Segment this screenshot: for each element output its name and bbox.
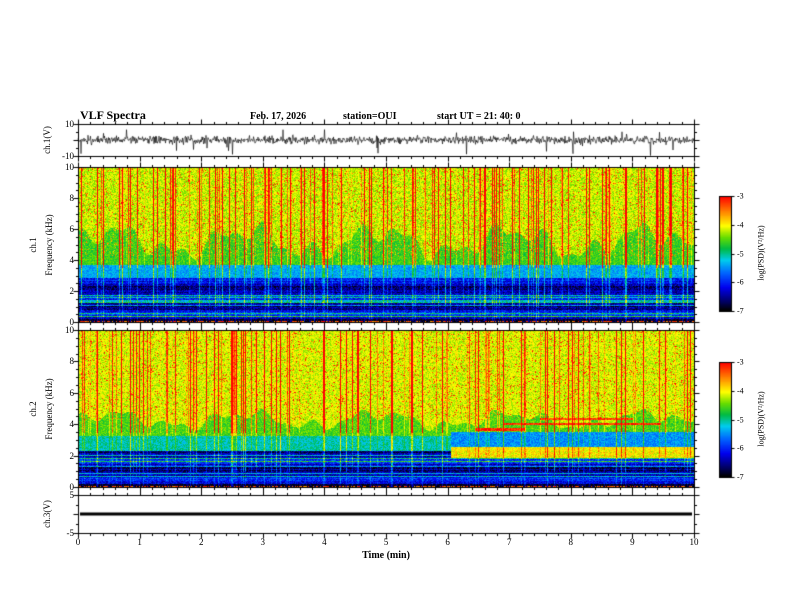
plot-date: Feb. 17, 2026: [250, 111, 307, 122]
x-tick-label: 9: [630, 537, 635, 547]
ch1-voltage-axis-label: ch.1(V): [42, 126, 52, 154]
ch2-frequency-axis-label: Frequency (kHz): [44, 378, 54, 440]
time-axis-label: Time (min): [362, 550, 410, 561]
colorbar-tick-label: -3: [737, 357, 744, 367]
frequency-tick-label: 10: [65, 325, 74, 335]
x-tick-label: 5: [383, 537, 389, 547]
ch1-channel-label: ch.1: [28, 237, 38, 253]
colorbar-tick-label: -3: [737, 191, 744, 201]
x-tick-label: 10: [689, 537, 699, 547]
x-tick-label: 8: [568, 537, 574, 547]
plot-station: station=OUI: [343, 111, 397, 122]
frequency-tick-label: 4: [69, 419, 75, 430]
ch1-voltage-tick-label: 10: [65, 119, 74, 129]
x-tick-label: 6: [445, 537, 450, 547]
colorbar-tick-label: -7: [737, 472, 744, 482]
colorbar-tick-label: -4: [737, 220, 744, 230]
colorbar-tick-label: -5: [737, 415, 744, 424]
frequency-tick-label: 6: [69, 387, 75, 398]
frequency-tick-label: 8: [69, 356, 75, 367]
colorbar2-label: log(PSD)(V²/Hz): [756, 391, 766, 447]
colorbar1-label: log(PSD)(V²/Hz): [756, 225, 766, 281]
x-tick-label: 7: [506, 537, 512, 547]
x-tick-label: 0: [75, 537, 81, 547]
frequency-tick-label: 10: [65, 162, 74, 172]
frequency-tick-label: 0: [69, 482, 75, 492]
plot-start-ut: start UT = 21: 40: 0: [437, 111, 521, 122]
colorbar-tick-label: -4: [737, 386, 744, 396]
frequency-tick-label: 8: [69, 193, 75, 203]
ch2-channel-label: ch.2: [28, 401, 38, 417]
x-tick-label: 1: [137, 537, 142, 547]
ch3-voltage-tick-label: 5: [69, 490, 75, 500]
frequency-tick-label: 0: [69, 317, 75, 327]
ch1-voltage-tick-label: -10: [62, 151, 74, 161]
colorbar-tick-label: -6: [737, 443, 744, 453]
x-tick-label: 3: [260, 537, 266, 547]
frequency-tick-label: 6: [69, 224, 75, 234]
frequency-tick-label: 2: [69, 286, 75, 296]
x-tick-label: 4: [322, 537, 327, 547]
colorbar-tick-label: -5: [737, 249, 744, 258]
x-tick-label: 2: [198, 537, 204, 547]
ch3-voltage-tick-label: -5: [66, 528, 75, 538]
plot-title: VLF Spectra: [80, 108, 146, 122]
ch1-frequency-axis-label: Frequency (kHz): [44, 214, 54, 276]
colorbar-tick-label: -6: [737, 277, 744, 287]
frequency-tick-label: 2: [69, 450, 75, 461]
ch3-voltage-axis-label: ch.3(V): [42, 500, 52, 528]
frequency-tick-label: 4: [69, 255, 75, 265]
colorbar-tick-label: -7: [737, 306, 744, 316]
